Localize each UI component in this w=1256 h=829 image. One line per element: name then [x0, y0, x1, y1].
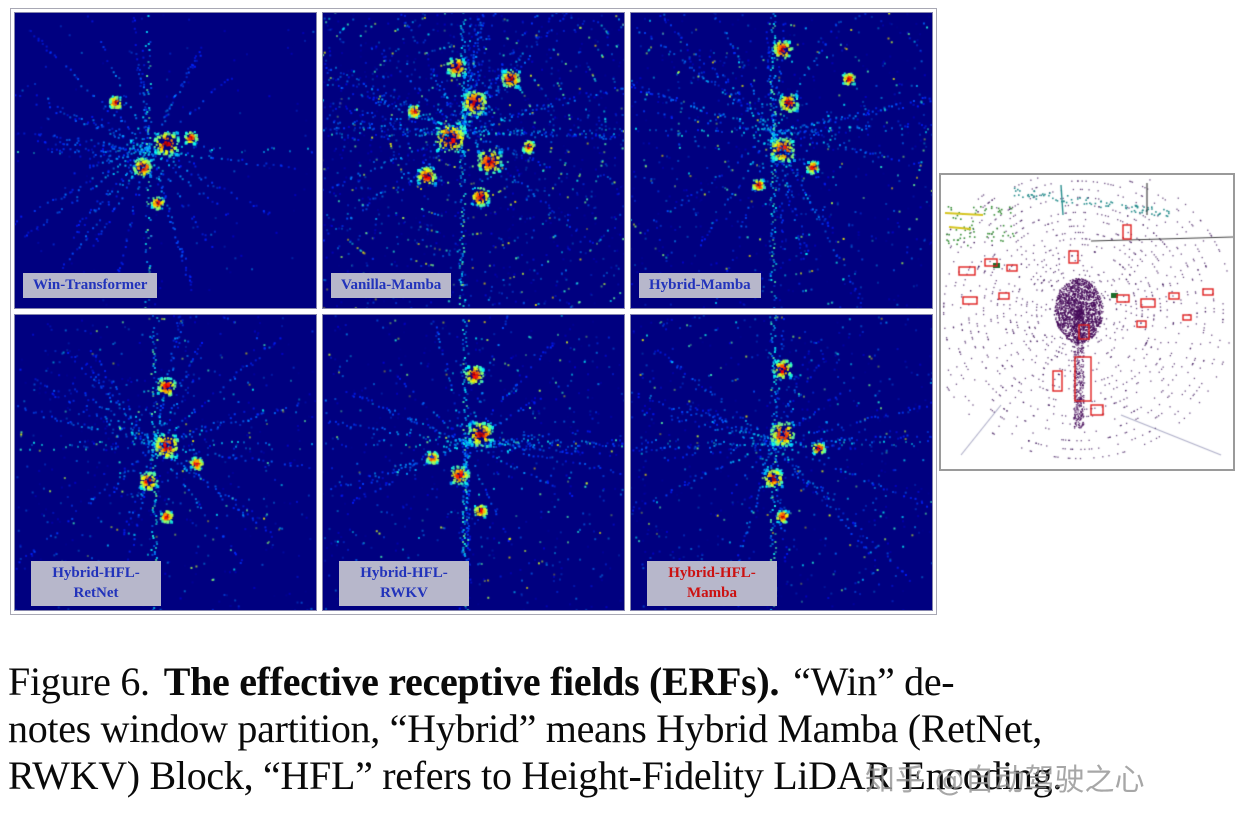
erf-panel-hybrid-hfl-rwkv: Hybrid-HFL- RWKV	[322, 314, 625, 611]
panel-label-hybrid-mamba: Hybrid-Mamba	[639, 272, 761, 298]
erf-panel-vanilla-mamba: Vanilla-Mamba	[322, 12, 625, 309]
caption-line-2: notes window partition, “Hybrid” means H…	[8, 706, 1042, 751]
panel-label-win-transformer: Win-Transformer	[23, 272, 158, 298]
erf-heatmap-vanilla-mamba	[323, 13, 624, 308]
erf-heatmap-hybrid-hfl-retnet	[15, 315, 316, 610]
panel-label-hybrid-hfl-retnet: Hybrid-HFL- RetNet	[31, 561, 161, 606]
figure-caption: Figure 6. The effective receptive fields …	[8, 658, 1254, 799]
panel-label-hybrid-hfl-mamba: Hybrid-HFL- Mamba	[647, 561, 777, 606]
caption-line-3: RWKV) Block, “HFL” refers to Height-Fide…	[8, 753, 1063, 798]
panel-label-text: Hybrid-HFL-	[668, 565, 756, 581]
caption-figure-label: Figure 6.	[8, 659, 150, 704]
panel-label-text: Vanilla-Mamba	[341, 276, 442, 293]
erf-heatmap-hybrid-hfl-mamba	[631, 315, 932, 610]
erf-heatmap-hybrid-mamba	[631, 13, 932, 308]
caption-bold-text: The effective receptive fields (ERFs).	[163, 659, 780, 704]
lidar-bev-detection-image	[939, 173, 1235, 471]
erf-panel-hybrid-hfl-retnet: Hybrid-HFL- RetNet	[14, 314, 317, 611]
panel-label-vanilla-mamba: Vanilla-Mamba	[331, 272, 452, 298]
caption-line-1: Figure 6. The effective receptive fields …	[8, 658, 1254, 705]
panel-label-text: Mamba	[687, 584, 737, 601]
erf-panel-hybrid-hfl-mamba: Hybrid-HFL- Mamba	[630, 314, 933, 611]
panel-label-text: Win-Transformer	[33, 276, 148, 293]
erf-heatmap-win-transformer	[15, 13, 316, 308]
erf-panel-win-transformer: Win-Transformer	[14, 12, 317, 309]
panel-label-hybrid-hfl-rwkv: Hybrid-HFL- RWKV	[339, 561, 469, 606]
erf-panel-grid: Win-Transformer Vanilla-Mamba Hybrid-Mam…	[10, 8, 937, 615]
erf-heatmap-hybrid-hfl-rwkv	[323, 315, 624, 610]
panel-label-text: Hybrid-HFL-	[52, 565, 140, 581]
lidar-point-cloud-canvas	[941, 175, 1233, 469]
watermark-text: 知乎 @自动驾驶之心	[865, 763, 1145, 798]
caption-text: “Win” de-	[793, 659, 955, 704]
panel-label-text: Hybrid-Mamba	[649, 276, 751, 293]
panel-label-text: RWKV	[380, 584, 428, 601]
panel-label-text: Hybrid-HFL-	[360, 565, 448, 581]
panel-label-text: RetNet	[73, 584, 119, 601]
erf-panel-hybrid-mamba: Hybrid-Mamba	[630, 12, 933, 309]
